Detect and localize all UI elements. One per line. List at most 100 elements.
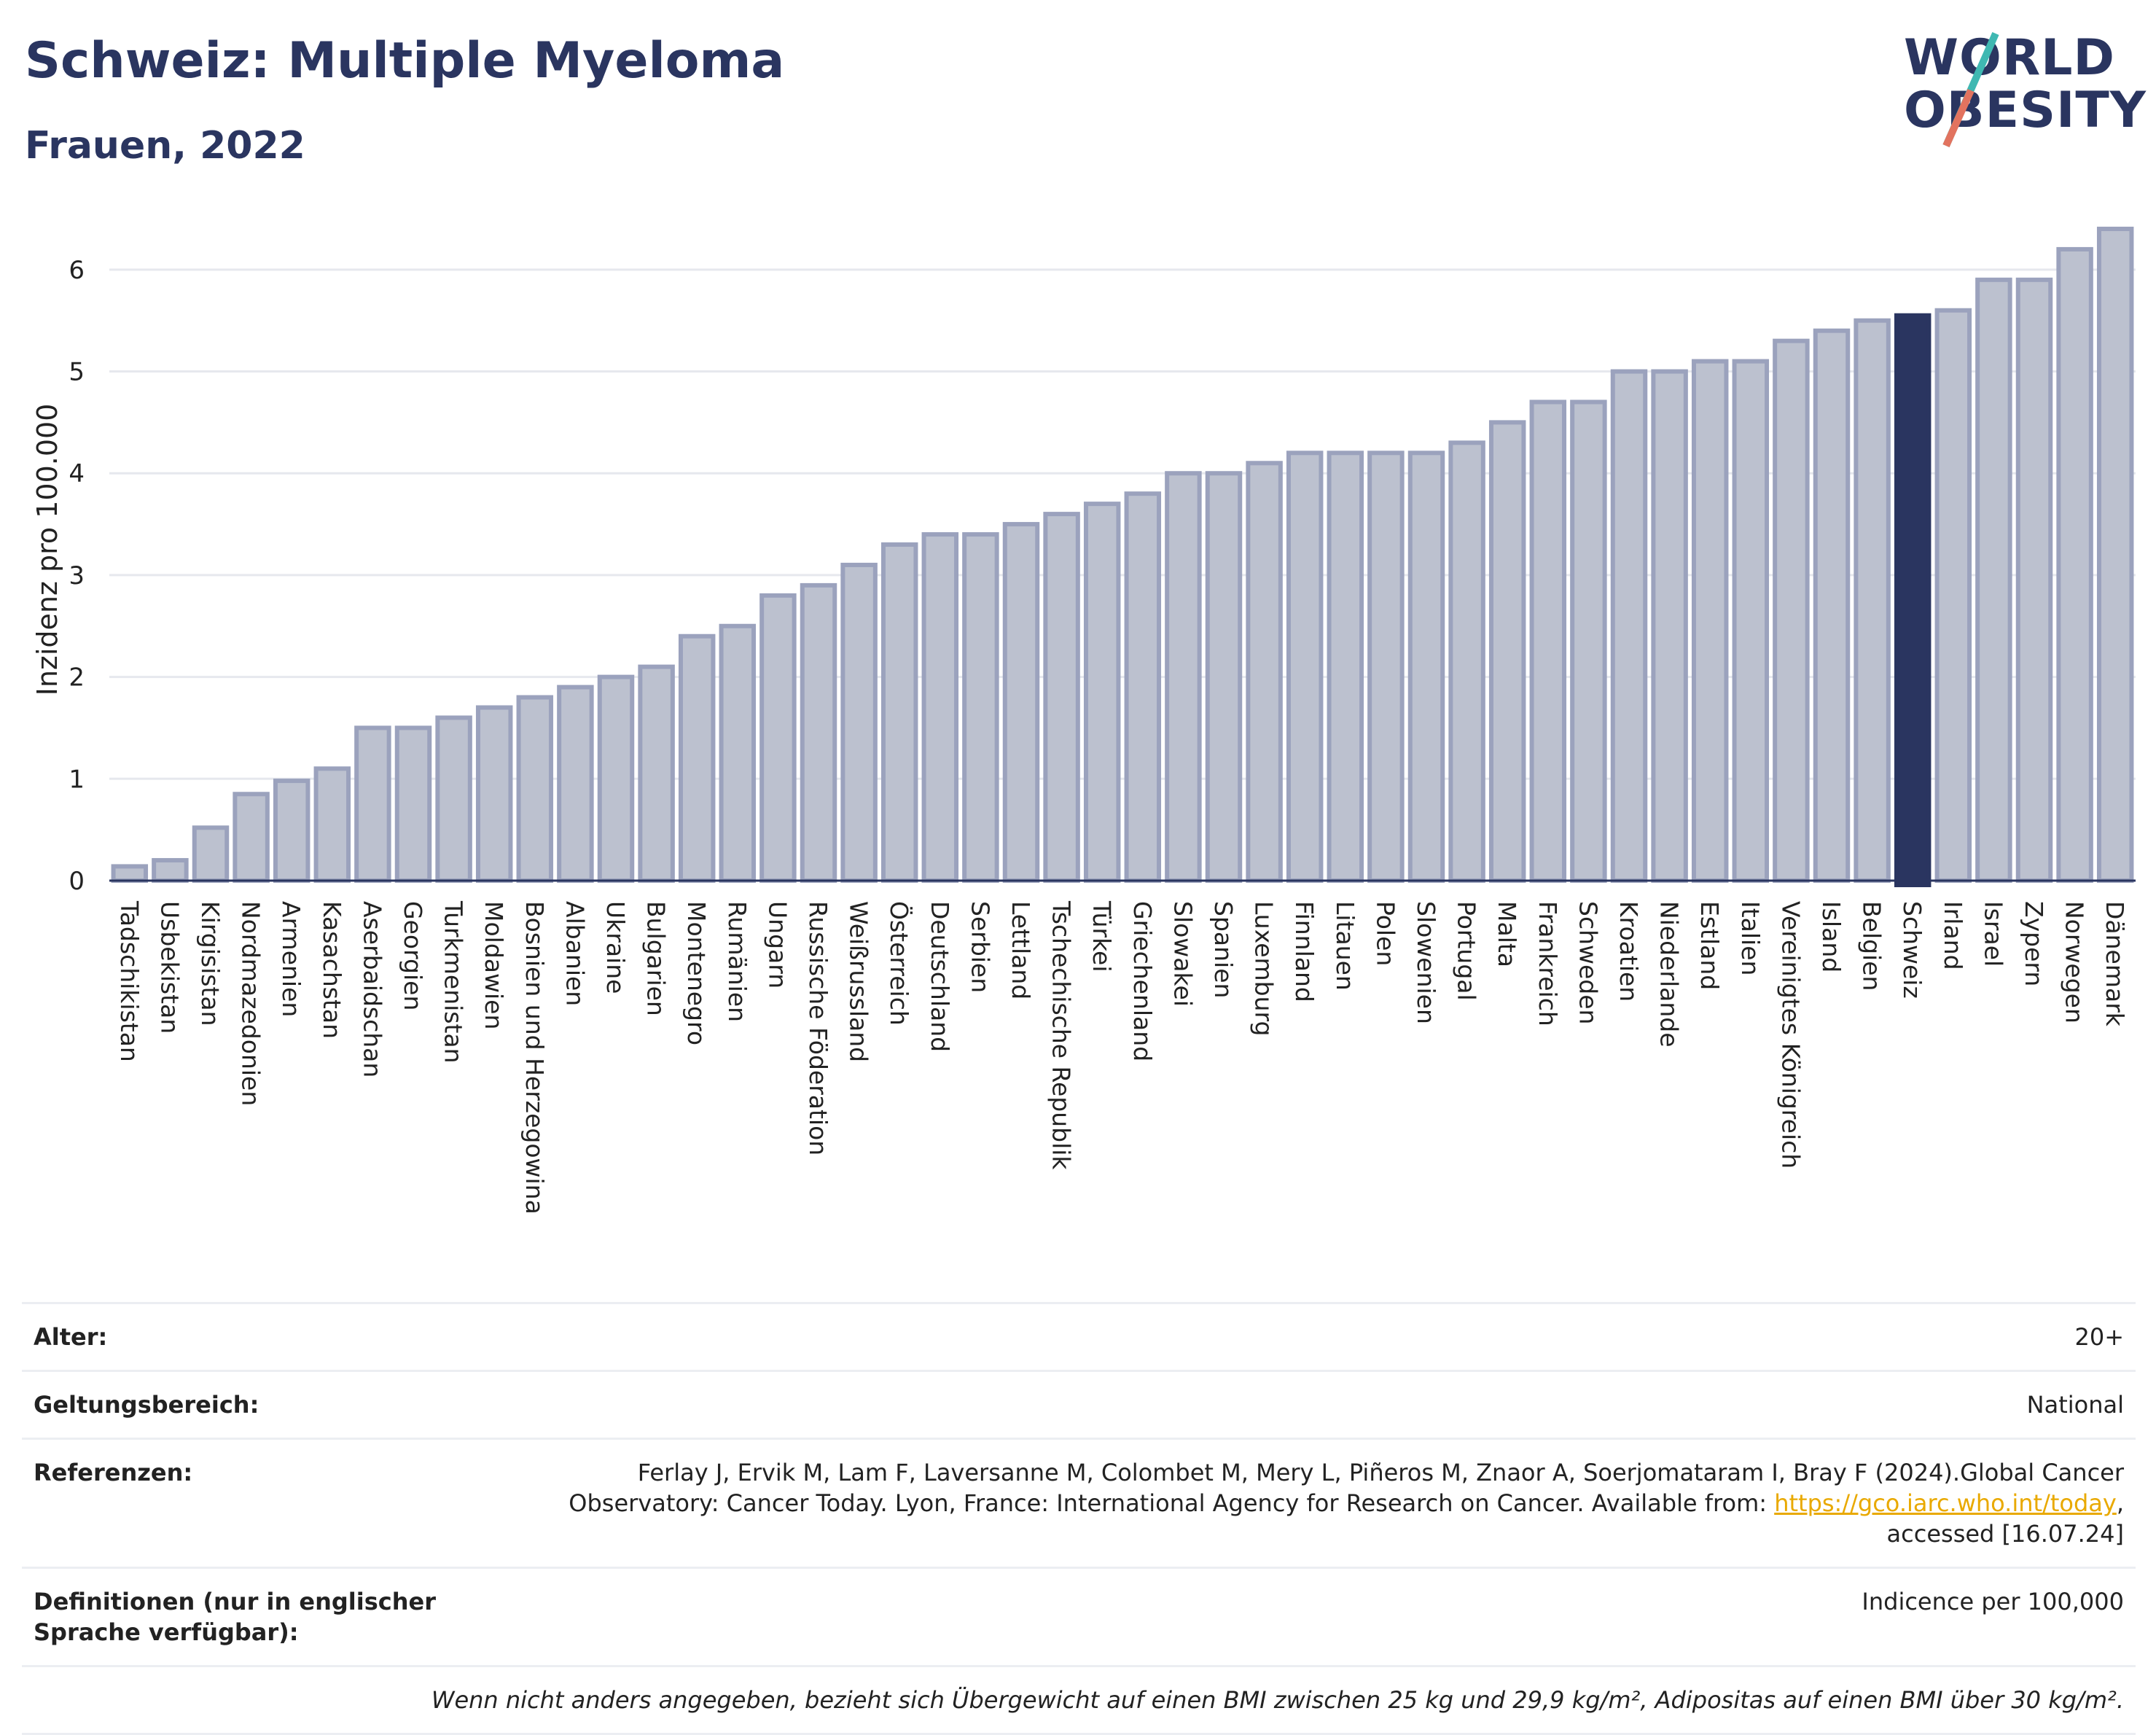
x-tick-label: Estland — [1695, 901, 1724, 990]
definitions-value: Indicence per 100,000 — [1862, 1588, 2124, 1615]
bar — [880, 542, 918, 883]
footnote: Wenn nicht anders angegeben, bezieht sic… — [22, 1665, 2136, 1735]
bar — [1651, 369, 1688, 883]
bar — [1570, 399, 1607, 883]
x-tick-label: Niederlande — [1655, 901, 1684, 1048]
definitions-label: Definitionen (nur in englischer Sprache … — [34, 1588, 436, 1646]
x-tick-label: Zypern — [2020, 901, 2048, 986]
scope-label: Geltungsbereich: — [34, 1391, 259, 1419]
x-tick-label: Norwegen — [2061, 901, 2089, 1024]
x-tick-label: Ungarn — [763, 901, 792, 989]
bar — [233, 792, 270, 884]
bar — [273, 779, 310, 884]
bar — [1529, 399, 1567, 883]
x-tick-label: Weißrussland — [845, 901, 873, 1062]
x-tick-label: Kirgisistan — [196, 901, 224, 1026]
x-tick-label: Kroatien — [1614, 901, 1643, 1002]
bar — [1813, 328, 1851, 883]
bar — [1773, 338, 1810, 883]
bar — [2096, 226, 2134, 883]
bar — [921, 532, 959, 883]
x-tick-label: Belgien — [1858, 901, 1886, 991]
x-tick-label: Italien — [1736, 901, 1765, 975]
bar — [1732, 359, 1770, 884]
bar — [1205, 471, 1243, 883]
bar — [1043, 512, 1080, 883]
x-tick-label: Russische Föderation — [804, 901, 832, 1155]
x-tick-label: Irland — [1939, 901, 1967, 970]
references-text: Ferlay J, Ervik M, Lam F, Laversanne M, … — [569, 1459, 2124, 1517]
bar — [313, 766, 351, 884]
age-label: Alter: — [34, 1323, 108, 1351]
bar — [840, 562, 878, 883]
x-tick-label: Portugal — [1453, 901, 1481, 1001]
bar — [1246, 461, 1283, 883]
x-tick-label: Frankreich — [1534, 901, 1562, 1026]
bar — [354, 725, 391, 884]
x-tick-label: Slowakei — [1168, 901, 1197, 1007]
x-tick-label: Israel — [1979, 901, 2007, 967]
bar — [719, 623, 757, 883]
logo-line-1: WORLD — [1904, 29, 2115, 87]
bar — [638, 664, 675, 884]
bar — [678, 633, 716, 883]
bar — [1691, 359, 1729, 884]
references-label: Referenzen: — [34, 1459, 193, 1486]
x-tick-label: Montenegro — [682, 901, 711, 1045]
x-tick-label: Turkmenistan — [440, 900, 468, 1064]
bar — [2015, 277, 2053, 884]
x-tick-label: Tschechische Republik — [1047, 900, 1076, 1170]
bar — [1448, 440, 1485, 883]
info-row-age: Alter: 20+ — [22, 1302, 2136, 1370]
info-row-references: Referenzen: Ferlay J, Ervik M, Lam F, La… — [22, 1438, 2136, 1567]
bar — [152, 858, 189, 883]
x-tick-label: Tadschikistan — [115, 900, 144, 1062]
bar — [394, 725, 432, 884]
y-tick-label: 2 — [69, 663, 85, 693]
bar-chart: 0 1 2 3 4 5 6 Inzidenz pro 100.000 Tadschikistan… — [31, 226, 2136, 1214]
bar — [1854, 318, 1891, 883]
bar — [759, 593, 797, 883]
y-tick-label: 1 — [69, 765, 85, 794]
world-obesity-logo: WORLD OBESITY — [1895, 29, 2146, 153]
bar — [1934, 308, 1972, 883]
x-tick-label: Luxemburg — [1250, 901, 1278, 1036]
info-row-scope: Geltungsbereich: National — [22, 1370, 2136, 1438]
bar — [800, 582, 837, 884]
bar — [1610, 369, 1648, 883]
x-tick-label: Kasachstan — [318, 901, 346, 1039]
x-tick-label: Dänemark — [2101, 901, 2129, 1027]
x-tick-label: Aserbaidschan — [358, 901, 386, 1077]
x-tick-label: Malta — [1493, 901, 1521, 967]
y-tick-label: 4 — [69, 459, 85, 488]
bar — [1083, 502, 1121, 883]
y-tick-label: 6 — [69, 256, 85, 285]
x-tick-label: Nordmazedonien — [237, 901, 265, 1106]
x-tick-label: Bosnien und Herzegowina — [520, 901, 549, 1214]
bar — [557, 685, 594, 883]
x-tick-label: Polen — [1371, 901, 1399, 966]
bar — [516, 695, 554, 883]
x-tick-label: Österreich — [885, 901, 914, 1026]
bar — [1327, 451, 1364, 883]
x-tick-label: Spanien — [1209, 901, 1238, 998]
page-subtitle: Frauen, 2022 — [25, 124, 305, 168]
x-tick-label: Vereinigtes Königreich — [1776, 901, 1805, 1169]
x-tick-label: Usbekistan — [155, 901, 184, 1034]
bar — [435, 715, 472, 883]
x-tick-label: Schweden — [1574, 901, 1602, 1024]
references-value: Ferlay J, Ervik M, Lam F, Laversanne M, … — [557, 1440, 2136, 1567]
x-tick-label: Albanien — [561, 901, 589, 1006]
bar — [1488, 420, 1526, 883]
bar — [1407, 451, 1445, 883]
page-title: Schweiz: Multiple Myeloma — [25, 32, 785, 90]
y-tick-label: 3 — [69, 561, 85, 590]
references-link[interactable]: https://gco.iarc.who.int/today — [1774, 1489, 2117, 1517]
x-tick-label: Slowenien — [1412, 901, 1440, 1024]
bar — [192, 825, 230, 883]
bar — [475, 705, 513, 883]
bar — [1165, 471, 1202, 883]
x-tick-label: Serbien — [966, 901, 994, 993]
x-tick-label: Litauen — [1331, 901, 1359, 991]
x-tick-label: Türkei — [1087, 900, 1116, 972]
